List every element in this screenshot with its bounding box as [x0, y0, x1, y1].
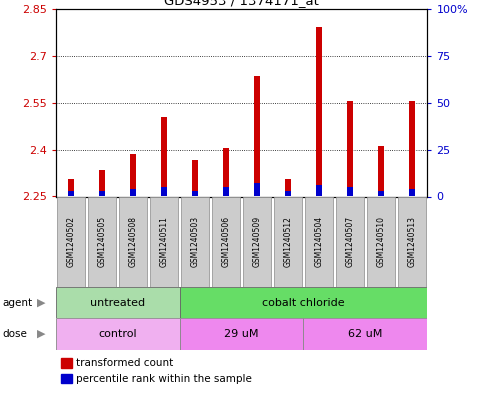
Bar [212, 196, 240, 287]
Bar [99, 170, 105, 196]
Bar [285, 191, 291, 196]
Bar [56, 287, 180, 318]
Bar [316, 185, 322, 196]
Bar [57, 196, 85, 287]
Bar [181, 196, 209, 287]
Text: GSM1240502: GSM1240502 [67, 216, 75, 267]
Bar [161, 187, 167, 196]
Bar [367, 196, 395, 287]
Bar [68, 179, 74, 196]
Text: GSM1240505: GSM1240505 [98, 216, 107, 267]
Bar [243, 196, 271, 287]
Bar [254, 76, 260, 196]
Bar [223, 187, 229, 196]
Bar [398, 196, 426, 287]
Title: GDS4953 / 1374171_at: GDS4953 / 1374171_at [164, 0, 319, 7]
Text: control: control [98, 329, 137, 339]
Text: GSM1240504: GSM1240504 [314, 216, 324, 267]
Bar [99, 191, 105, 196]
Bar [347, 101, 353, 196]
Bar [347, 187, 353, 196]
Text: percentile rank within the sample: percentile rank within the sample [76, 373, 252, 384]
Text: transformed count: transformed count [76, 358, 173, 368]
Bar [180, 318, 303, 350]
Text: agent: agent [2, 298, 32, 308]
Bar [180, 287, 427, 318]
Bar [254, 184, 260, 196]
Text: GSM1240512: GSM1240512 [284, 216, 293, 267]
Text: GSM1240511: GSM1240511 [159, 216, 169, 267]
Bar [378, 191, 384, 196]
Bar [61, 358, 71, 368]
Bar [119, 196, 147, 287]
Bar [192, 191, 198, 196]
Bar [68, 191, 74, 196]
Bar [378, 147, 384, 196]
Bar [303, 318, 427, 350]
Text: untreated: untreated [90, 298, 145, 308]
Bar [274, 196, 302, 287]
Text: ▶: ▶ [37, 329, 45, 339]
Text: GSM1240509: GSM1240509 [253, 216, 261, 267]
Bar [192, 160, 198, 196]
Text: dose: dose [2, 329, 28, 339]
Bar [161, 117, 167, 196]
Text: GSM1240508: GSM1240508 [128, 216, 138, 267]
Bar [56, 318, 180, 350]
Text: 29 uM: 29 uM [224, 329, 259, 339]
Bar [336, 196, 364, 287]
Text: GSM1240503: GSM1240503 [190, 216, 199, 267]
Bar [409, 101, 415, 196]
Text: 62 uM: 62 uM [348, 329, 383, 339]
Bar [61, 373, 71, 383]
Bar [130, 189, 136, 196]
Text: cobalt chloride: cobalt chloride [262, 298, 345, 308]
Text: GSM1240507: GSM1240507 [345, 216, 355, 267]
Text: GSM1240510: GSM1240510 [376, 216, 385, 267]
Text: GSM1240513: GSM1240513 [408, 216, 416, 267]
Bar [130, 154, 136, 196]
Bar [409, 189, 415, 196]
Text: GSM1240506: GSM1240506 [222, 216, 230, 267]
Bar [88, 196, 116, 287]
Bar [285, 179, 291, 196]
Bar [305, 196, 333, 287]
Bar [316, 28, 322, 196]
Bar [223, 148, 229, 196]
Text: ▶: ▶ [37, 298, 45, 308]
Bar [150, 196, 178, 287]
